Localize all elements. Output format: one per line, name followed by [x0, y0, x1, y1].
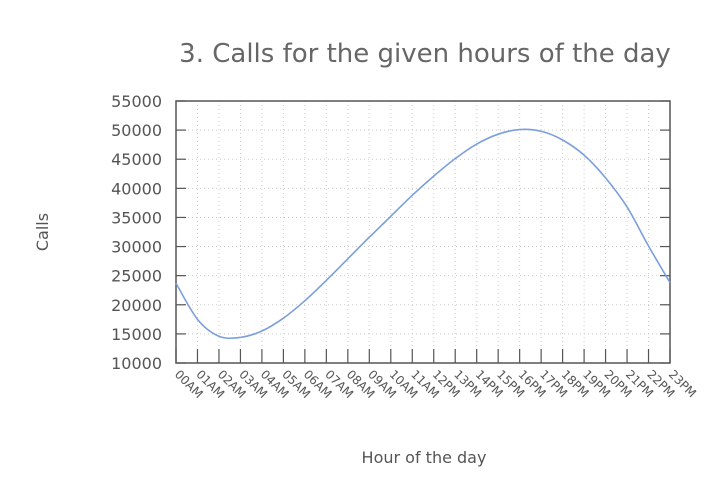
y-tick-label: 15000	[111, 325, 162, 344]
y-tick-label: 55000	[111, 92, 162, 111]
y-tick-label: 35000	[111, 208, 162, 227]
y-axis-label: Calls	[33, 213, 52, 251]
grid-lines	[176, 101, 670, 363]
y-tick-label: 20000	[111, 296, 162, 315]
y-axis: 10000 15000 20000 25000 30000 35000 40000 45000…	[111, 92, 670, 373]
y-tick-label: 10000	[111, 354, 162, 373]
plot-area	[175, 100, 671, 364]
y-tick-label: 30000	[111, 238, 162, 257]
chart-title: 3. Calls for the given hours of the day	[179, 39, 671, 69]
x-axis: 00AM01AM02AM03AM04AM05AM06AM07AM08AM09AM…	[172, 349, 699, 401]
y-tick-label: 50000	[111, 121, 162, 140]
series-line	[175, 128, 671, 340]
y-tick-label: 25000	[111, 267, 162, 286]
y-tick-label: 40000	[111, 179, 162, 198]
y-tick-label: 45000	[111, 150, 162, 169]
x-axis-label: Hour of the day	[362, 448, 487, 467]
series-layer	[175, 128, 671, 340]
